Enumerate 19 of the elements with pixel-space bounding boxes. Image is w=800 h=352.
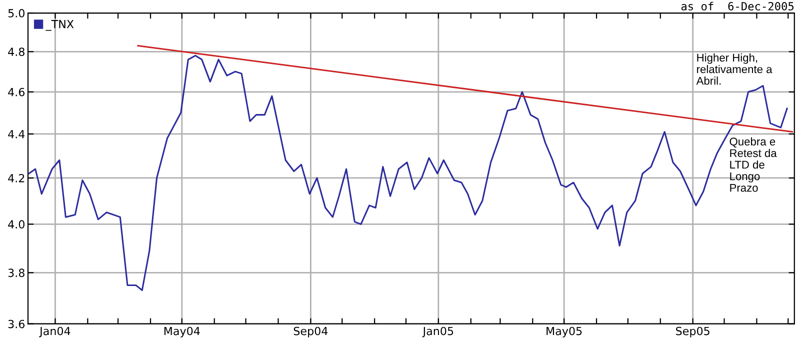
y-tick-label: 4.0 [8,220,24,229]
line-series [28,54,788,292]
y-tick-label: 4.2 [8,174,24,182]
x-tick-label: Jan05 [422,326,454,338]
x-tick-label: Sep04 [294,326,328,338]
chart-subtitle: as of 6-Dec-2005 [681,2,794,10]
annotation: Quebra e Retest da LTD de Longo Prazo [730,137,777,192]
y-tick-label: 4.6 [8,88,25,96]
y-tick-label: 4.8 [8,48,24,56]
annotation: Higher High, relativamente a Abril. [696,53,772,85]
x-tick-label: May05 [546,326,582,338]
x-tick-label: Sep05 [676,326,710,338]
y-tick-label: 4.4 [8,130,25,138]
x-tick-label: May04 [164,326,200,338]
y-tick-label: 3.8 [8,268,24,278]
y-tick-label: 3.6 [8,320,25,328]
legend-label: _TNX [46,20,74,31]
x-tick-label: Jan04 [39,326,70,338]
y-tick-label: 5.0 [8,9,24,18]
